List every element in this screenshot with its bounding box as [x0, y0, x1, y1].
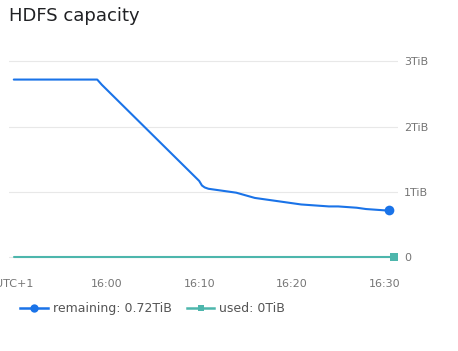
Legend: remaining: 0.72TiB, used: 0TiB: remaining: 0.72TiB, used: 0TiB [16, 297, 290, 320]
Text: HDFS capacity: HDFS capacity [9, 7, 140, 25]
